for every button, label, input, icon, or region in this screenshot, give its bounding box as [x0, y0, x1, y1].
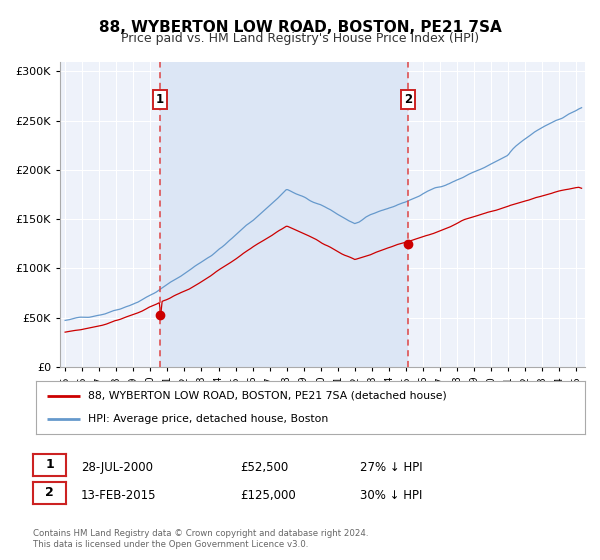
- Text: 88, WYBERTON LOW ROAD, BOSTON, PE21 7SA (detached house): 88, WYBERTON LOW ROAD, BOSTON, PE21 7SA …: [88, 391, 447, 401]
- Text: £52,500: £52,500: [240, 461, 288, 474]
- Text: 13-FEB-2015: 13-FEB-2015: [81, 489, 157, 502]
- Text: Price paid vs. HM Land Registry's House Price Index (HPI): Price paid vs. HM Land Registry's House …: [121, 32, 479, 45]
- Bar: [160, 62, 408, 367]
- Text: £125,000: £125,000: [240, 489, 296, 502]
- Text: 27% ↓ HPI: 27% ↓ HPI: [360, 461, 422, 474]
- Text: 2: 2: [45, 486, 54, 500]
- Text: 1: 1: [45, 458, 54, 472]
- Text: 2: 2: [404, 94, 412, 106]
- Text: 88, WYBERTON LOW ROAD, BOSTON, PE21 7SA: 88, WYBERTON LOW ROAD, BOSTON, PE21 7SA: [98, 20, 502, 35]
- Text: This data is licensed under the Open Government Licence v3.0.: This data is licensed under the Open Gov…: [33, 540, 308, 549]
- Text: 1: 1: [156, 94, 164, 106]
- Text: Contains HM Land Registry data © Crown copyright and database right 2024.: Contains HM Land Registry data © Crown c…: [33, 529, 368, 538]
- Text: 28-JUL-2000: 28-JUL-2000: [81, 461, 153, 474]
- Text: 30% ↓ HPI: 30% ↓ HPI: [360, 489, 422, 502]
- Text: HPI: Average price, detached house, Boston: HPI: Average price, detached house, Bost…: [88, 414, 328, 424]
